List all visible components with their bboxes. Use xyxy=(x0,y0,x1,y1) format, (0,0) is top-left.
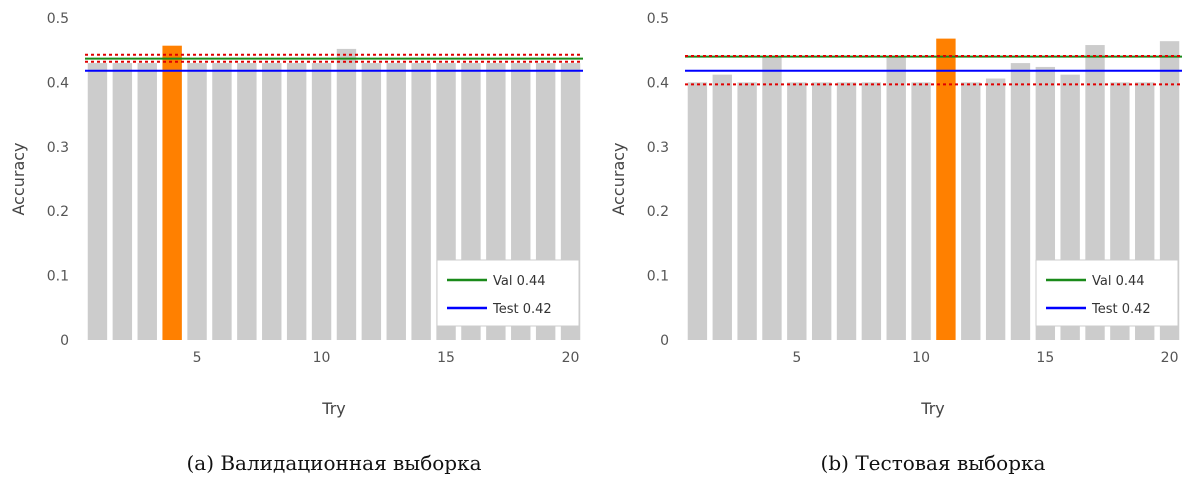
bar xyxy=(137,63,157,340)
bar xyxy=(361,63,382,340)
bar xyxy=(961,82,981,341)
x-tick-label: 5 xyxy=(193,350,202,366)
bar xyxy=(712,74,732,341)
legend-entry: Test 0.42 xyxy=(492,302,552,317)
figure-caption: (a) Валидационная выборка xyxy=(186,451,481,475)
y-tick-label: 0.1 xyxy=(47,269,69,285)
legend-entry: Val 0.44 xyxy=(493,274,546,289)
chart-panel-a: 0 0.1 0.2 0.3 0.4 0.5 5 10 15 20 Accuracy Try Val 0.… xyxy=(9,11,583,475)
legend-box xyxy=(1035,259,1179,327)
x-tick-label: 5 xyxy=(792,350,801,366)
bar xyxy=(411,63,431,340)
chart-panel-b: 0 0.1 0.2 0.3 0.4 0.5 5 10 15 20 Accuracy Try Val 0.… xyxy=(609,11,1182,475)
bar xyxy=(811,82,832,341)
legend: Val 0.44 Test 0.42 xyxy=(436,259,580,327)
bar xyxy=(737,82,757,341)
y-tick-label: 0.1 xyxy=(647,269,669,285)
bar xyxy=(836,82,857,341)
y-axis-label: Accuracy xyxy=(609,142,628,215)
y-tick-label: 0.4 xyxy=(47,75,69,91)
bar xyxy=(336,48,357,340)
x-tick-label: 10 xyxy=(313,350,331,366)
bar xyxy=(386,63,406,340)
y-axis-label: Accuracy xyxy=(9,142,28,215)
y-tick-label: 0.3 xyxy=(47,140,69,156)
figure-caption: (b) Тестовая выборка xyxy=(821,451,1046,475)
bar xyxy=(187,63,207,340)
y-tick-label: 0.5 xyxy=(47,11,69,27)
y-tick-label: 0 xyxy=(60,333,69,349)
bar xyxy=(1010,63,1031,340)
x-tick-label: 15 xyxy=(1036,350,1054,366)
bar xyxy=(787,82,807,341)
y-tick-label: 0.2 xyxy=(47,204,69,220)
bar xyxy=(87,63,108,340)
y-tick-label: 0.5 xyxy=(647,11,669,27)
bar xyxy=(112,63,133,340)
y-tick-label: 0.4 xyxy=(647,75,669,91)
x-axis-label: Try xyxy=(920,399,944,418)
bar xyxy=(762,56,782,340)
highlighted-bar xyxy=(936,38,956,341)
x-axis-label: Try xyxy=(321,399,345,418)
x-tick-label: 15 xyxy=(437,350,455,366)
legend-entry: Val 0.44 xyxy=(1092,274,1145,289)
y-tick-label: 0 xyxy=(660,333,669,349)
bar xyxy=(985,78,1006,340)
y-tick-label: 0.2 xyxy=(647,204,669,220)
bar xyxy=(886,56,906,340)
legend-entry: Test 0.42 xyxy=(1091,302,1151,317)
y-tick-label: 0.3 xyxy=(647,140,669,156)
bar xyxy=(311,63,332,340)
bar xyxy=(286,63,307,340)
highlighted-bar xyxy=(162,45,182,340)
bar xyxy=(262,63,282,340)
bar xyxy=(687,82,708,341)
x-tick-label: 20 xyxy=(1161,350,1179,366)
legend-box xyxy=(436,259,580,327)
x-tick-label: 20 xyxy=(562,350,580,366)
x-tick-label: 10 xyxy=(912,350,930,366)
bar xyxy=(237,63,257,340)
bar xyxy=(911,82,931,341)
bar xyxy=(212,63,232,340)
legend: Val 0.44 Test 0.42 xyxy=(1035,259,1179,327)
bar xyxy=(861,82,882,341)
